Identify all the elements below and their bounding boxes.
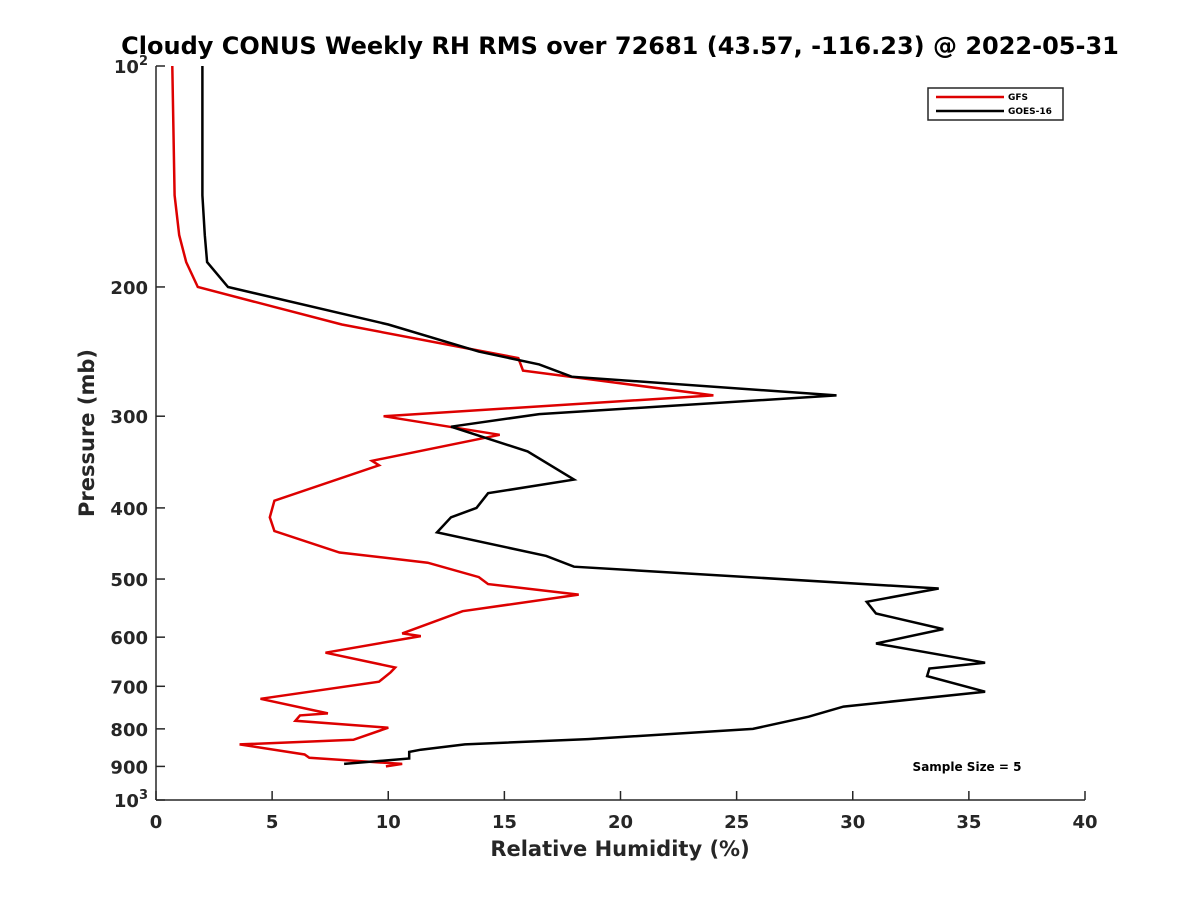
y-tick-label: 500 <box>110 570 148 591</box>
y-tick-label: 102 <box>114 54 148 78</box>
x-tick-label: 15 <box>492 812 517 833</box>
legend-label-goes16: GOES-16 <box>1008 107 1052 117</box>
chart-title: Cloudy CONUS Weekly RH RMS over 72681 (4… <box>121 32 1119 60</box>
x-tick-label: 40 <box>1072 812 1097 833</box>
sample-size-annotation: Sample Size = 5 <box>913 760 1022 774</box>
y-tick-label: 700 <box>110 677 148 698</box>
y-axis-label: Pressure (mb) <box>75 349 99 517</box>
x-tick-label: 30 <box>840 812 865 833</box>
y-tick-label: 900 <box>110 757 148 778</box>
y-tick-label: 600 <box>110 628 148 649</box>
plot-area: 0 5 10 15 20 25 30 35 40 102 200 300 400 500 600 700 80… <box>110 54 1097 833</box>
series-layer <box>171 65 986 768</box>
y-tick-label: 800 <box>110 720 148 741</box>
x-tick-label: 35 <box>956 812 981 833</box>
series-line-gfs <box>171 65 714 768</box>
x-tick-label: 0 <box>150 812 163 833</box>
x-tick-label: 10 <box>376 812 401 833</box>
y-axis: 102 200 300 400 500 600 700 800 900 103 <box>110 54 165 812</box>
legend: GFS GOES-16 <box>927 87 1064 121</box>
series-line-goes16 <box>201 66 986 766</box>
y-tick-label: 300 <box>110 407 148 428</box>
y-tick-label: 200 <box>110 278 148 299</box>
x-axis-label: Relative Humidity (%) <box>490 837 749 861</box>
x-tick-label: 20 <box>608 812 633 833</box>
y-tick-label: 103 <box>114 788 148 812</box>
legend-label-gfs: GFS <box>1008 93 1028 103</box>
legend-box <box>927 87 1064 121</box>
x-tick-label: 25 <box>724 812 749 833</box>
x-axis: 0 5 10 15 20 25 30 35 40 <box>150 791 1098 833</box>
y-tick-label: 400 <box>110 499 148 520</box>
x-tick-label: 5 <box>266 812 279 833</box>
